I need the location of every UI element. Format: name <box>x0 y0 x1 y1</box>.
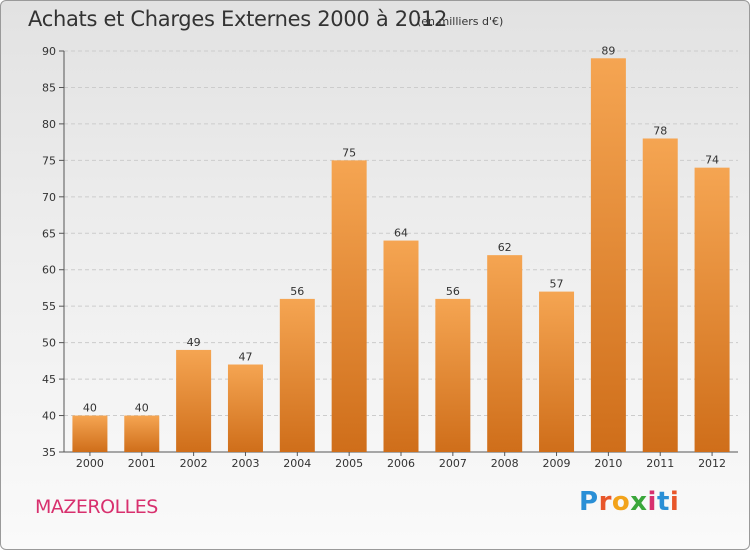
x-tick-label: 2008 <box>491 457 519 470</box>
y-tick-label: 85 <box>42 81 56 94</box>
x-tick-label: 2005 <box>335 457 363 470</box>
bar-2000 <box>72 415 108 452</box>
data-label: 56 <box>446 285 460 298</box>
data-label: 75 <box>342 146 356 159</box>
y-tick-label: 35 <box>42 446 56 459</box>
y-tick-label: 65 <box>42 227 56 240</box>
data-label: 78 <box>653 124 667 137</box>
x-tick-label: 2010 <box>594 457 622 470</box>
data-label: 49 <box>187 336 201 349</box>
data-label: 89 <box>601 44 615 57</box>
y-tick-label: 90 <box>42 45 56 58</box>
x-tick-label: 2006 <box>387 457 415 470</box>
y-tick-label: 45 <box>42 373 56 386</box>
data-label: 40 <box>135 402 149 415</box>
y-tick-label: 50 <box>42 337 56 350</box>
town-name: MAZEROLLES <box>35 496 158 518</box>
bar-2004 <box>279 298 315 452</box>
bar-2011 <box>642 138 678 452</box>
x-tick-label: 2007 <box>439 457 467 470</box>
y-tick-label: 40 <box>42 410 56 423</box>
y-tick-label: 60 <box>42 264 56 277</box>
x-tick-label: 2003 <box>231 457 259 470</box>
bar-2003 <box>227 364 263 452</box>
data-label: 57 <box>550 278 564 291</box>
chart-subtitle: (en milliers d'€) <box>417 15 504 28</box>
logo-letter: o <box>611 487 631 517</box>
data-label: 40 <box>83 402 97 415</box>
x-tick-label: 2004 <box>283 457 311 470</box>
bar-2007 <box>435 298 471 452</box>
x-tick-label: 2011 <box>646 457 674 470</box>
logo-letter: i <box>669 487 680 517</box>
logo-letter: r <box>598 487 612 517</box>
proxiti-logo[interactable]: Proxiti <box>579 487 679 517</box>
data-label: 62 <box>498 241 512 254</box>
bar-2006 <box>383 240 419 452</box>
x-tick-label: 2012 <box>698 457 726 470</box>
y-tick-label: 55 <box>42 300 56 313</box>
logo-letter: x <box>630 487 648 517</box>
data-label: 64 <box>394 227 408 240</box>
data-label: 47 <box>238 351 252 364</box>
bar-2005 <box>331 160 367 452</box>
logo-letter: P <box>579 487 599 517</box>
y-tick-label: 80 <box>42 118 56 131</box>
bar-2002 <box>176 349 212 452</box>
bar-2008 <box>487 255 523 452</box>
logo-letter: t <box>656 487 670 517</box>
x-tick-label: 2001 <box>128 457 156 470</box>
bar-2012 <box>694 167 730 452</box>
bar-2009 <box>539 291 575 452</box>
data-label: 56 <box>290 285 304 298</box>
logo-letter: i <box>647 487 657 517</box>
x-tick-label: 2000 <box>76 457 104 470</box>
chart-title: Achats et Charges Externes 2000 à 2012 <box>28 7 448 31</box>
data-labels: 40 40 49 47 56 75 64 56 62 57 89 78 74 <box>83 44 719 414</box>
y-tick-label: 75 <box>42 154 56 167</box>
y-tick-label: 70 <box>42 191 56 204</box>
bars <box>72 58 730 453</box>
x-tick-label: 2002 <box>180 457 208 470</box>
bar-2010 <box>590 58 626 453</box>
bar-2001 <box>124 415 160 452</box>
x-tick-label: 2009 <box>543 457 571 470</box>
data-label: 74 <box>705 154 719 167</box>
